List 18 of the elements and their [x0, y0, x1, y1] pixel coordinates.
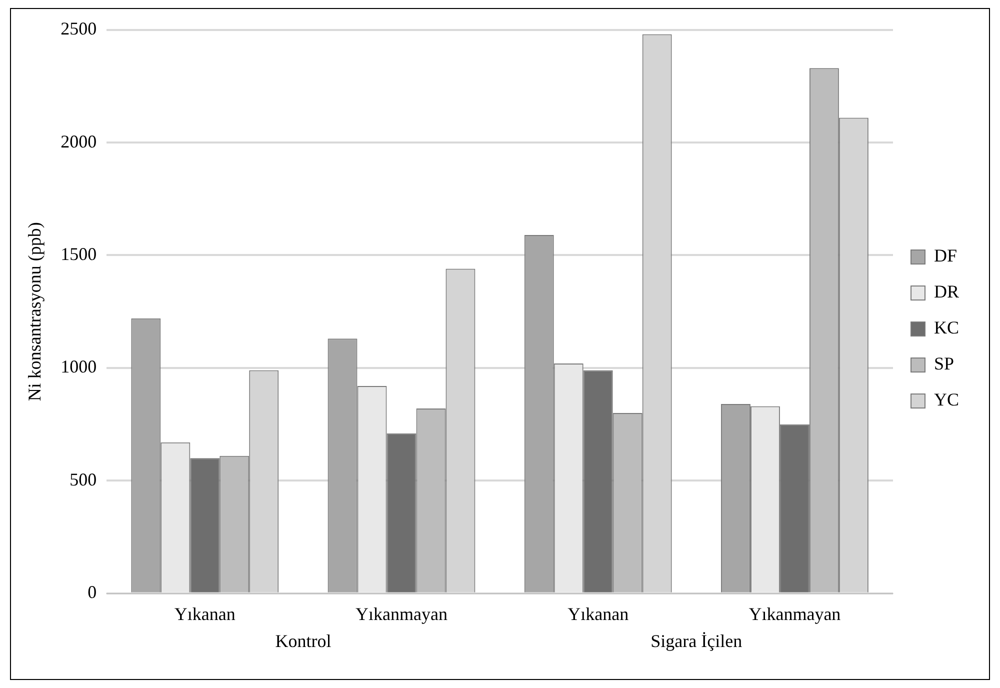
legend-label: YC: [934, 390, 960, 410]
y-tick-label: 2500: [60, 18, 97, 39]
legend-label: SP: [934, 354, 954, 374]
x-tick-label: Yıkanan: [174, 604, 236, 624]
legend-label: KC: [934, 318, 960, 338]
legend-label: DR: [934, 282, 960, 302]
y-tick-label: 0: [88, 582, 97, 602]
text: Sigara İçilen: [650, 631, 742, 652]
x-tick-label: Yıkanan: [568, 604, 629, 624]
y-axis-title: Ni konsantrasyonu (ppb): [24, 222, 45, 402]
y-tick-label: 500: [70, 469, 97, 490]
x-tick-label: Yıkanmayan: [748, 604, 841, 624]
legend-label: DF: [934, 246, 958, 266]
y-tick-label: 1500: [60, 244, 97, 264]
text: Kontrol: [275, 631, 332, 652]
y-tick-label: 2000: [60, 131, 97, 152]
x-tick-label: Yıkanmayan: [356, 604, 448, 624]
y-tick-label: 1000: [60, 356, 97, 377]
